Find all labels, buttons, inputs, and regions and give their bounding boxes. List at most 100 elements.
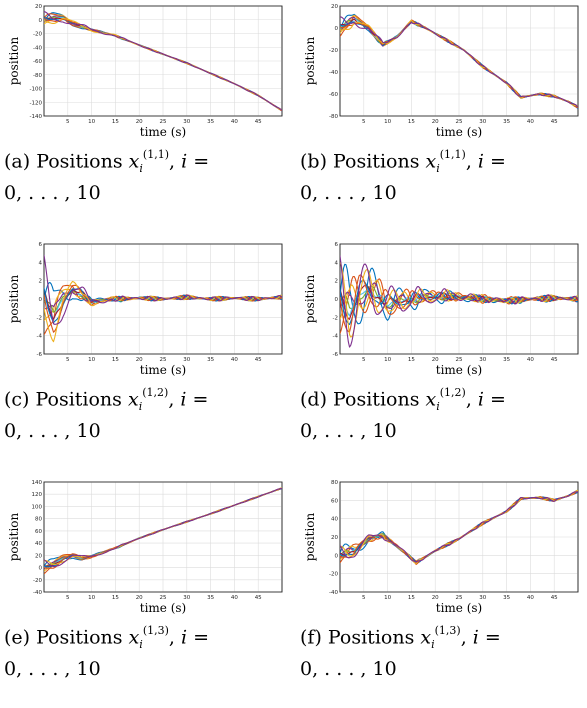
x-tick-label: 5 (362, 595, 366, 601)
x-tick-label: 20 (136, 119, 143, 125)
x-tick-label: 5 (362, 119, 366, 125)
series-group (340, 255, 578, 348)
x-tick-label: 20 (432, 119, 439, 125)
x-tick-label: 5 (66, 595, 70, 601)
y-tick-label: 40 (35, 541, 42, 547)
y-tick-label: 20 (331, 4, 338, 10)
y-tick-label: 0 (39, 566, 43, 572)
x-tick-label: 10 (88, 119, 95, 125)
y-tick-label: 60 (35, 529, 42, 535)
x-tick-label: 15 (112, 357, 119, 363)
caption-b-sub: i (436, 162, 440, 176)
caption-f-line2: 0, . . . , 10 (300, 658, 397, 681)
x-axis-label: time (s) (436, 601, 482, 615)
y-tick-label: 140 (32, 480, 43, 486)
x-tick-label: 35 (503, 119, 510, 125)
x-tick-label: 10 (88, 595, 95, 601)
chart-e: 5 10 15 20 25 30 35 40 45 140 120 100 80 60 40 20 0 -20 -4… (7, 480, 283, 615)
y-tick-label: -140 (30, 114, 43, 120)
panel-f: 5 10 15 20 25 30 35 40 45 80 60 40 20 0 -20 -40 time (s)… (300, 476, 582, 708)
x-tick-label: 30 (183, 595, 190, 601)
y-tick-label: 0 (39, 18, 43, 24)
axis-box (339, 481, 579, 593)
y-tick-label: -20 (33, 578, 42, 584)
y-axis-label: position (303, 512, 317, 561)
caption-b-sup: (1,1) (439, 148, 466, 161)
series-group (44, 254, 282, 343)
series-line-10 (44, 254, 282, 325)
x-tick-label: 5 (66, 357, 70, 363)
series-line-10 (340, 255, 578, 348)
x-tick-label: 35 (207, 119, 214, 125)
series-line-9 (340, 262, 578, 338)
y-tick-label: -20 (329, 572, 338, 578)
x-tick-label: 40 (231, 357, 238, 363)
caption-c-sup: (1,2) (142, 386, 169, 399)
x-tick-label: 35 (503, 595, 510, 601)
x-tick-label: 25 (160, 595, 167, 601)
x-tick-label: 25 (160, 357, 167, 363)
y-tick-label: 0 (39, 297, 43, 303)
x-tick-label: 25 (456, 357, 463, 363)
panel-c: 5 10 15 20 25 30 35 40 45 6 4 2 0 -2 -4 -6 time (s) posit… (4, 238, 286, 470)
y-axis-label: position (303, 36, 317, 85)
caption-e-line2: 0, . . . , 10 (4, 658, 101, 681)
y-axis-label: position (7, 274, 21, 323)
y-tick-label: 20 (35, 553, 42, 559)
caption-b-mid: , (465, 150, 478, 173)
x-tick-label: 10 (384, 357, 391, 363)
x-axis-label: time (s) (436, 363, 482, 377)
chart-b: 5 10 15 20 25 30 35 40 45 20 0 -20 -40 -60 -80 time (s)… (303, 4, 579, 139)
caption-c-mid: , (168, 388, 181, 411)
caption-c-eq: = (186, 388, 209, 411)
caption-f-prefix: (f) Positions (300, 626, 415, 649)
panel-d: 5 10 15 20 25 30 35 40 45 6 4 2 0 -2 -4 -6 time (s) posit… (300, 238, 582, 470)
y-tick-label: 6 (335, 242, 339, 248)
caption-f-eq: = (478, 626, 501, 649)
caption-a-idx: i (181, 150, 188, 173)
caption-f-var: x (420, 626, 432, 649)
y-tick-label: 0 (335, 26, 339, 32)
x-tick-label: 15 (112, 595, 119, 601)
caption-c-line2: 0, . . . , 10 (4, 420, 101, 443)
y-tick-label: 40 (331, 517, 338, 523)
caption-e-idx: i (181, 626, 188, 649)
x-tick-label: 45 (255, 119, 262, 125)
x-tick-label: 40 (231, 119, 238, 125)
y-tick-label: 2 (39, 279, 43, 285)
caption-b-idx: i (477, 150, 484, 173)
x-tick-label: 45 (551, 595, 558, 601)
caption-d-sub: i (436, 400, 440, 414)
x-tick-label: 40 (231, 595, 238, 601)
y-tick-label: -20 (33, 32, 42, 38)
y-tick-label: 2 (335, 279, 339, 285)
x-tick-label: 45 (551, 357, 558, 363)
caption-c-var: x (127, 388, 139, 411)
caption-f-idx: i (472, 626, 479, 649)
caption-f-mid: , (460, 626, 473, 649)
caption-e-eq: = (187, 626, 210, 649)
x-axis-label: time (s) (140, 125, 186, 139)
x-tick-label: 20 (432, 357, 439, 363)
x-tick-label: 40 (527, 119, 534, 125)
caption-b-var: x (425, 150, 437, 173)
y-tick-label: -120 (30, 100, 43, 106)
y-axis-label: position (303, 274, 317, 323)
x-tick-label: 25 (456, 119, 463, 125)
x-tick-label: 15 (408, 119, 415, 125)
series-line-10 (340, 491, 578, 563)
x-tick-label: 15 (112, 119, 119, 125)
caption-a-sup: (1,1) (142, 148, 169, 161)
caption-a-mid: , (169, 150, 182, 173)
y-tick-label: 80 (35, 517, 42, 523)
caption-d-mid: , (465, 388, 478, 411)
caption-c-sub: i (138, 400, 143, 414)
y-tick-label: -80 (329, 114, 338, 120)
x-tick-label: 10 (88, 357, 95, 363)
x-axis-label: time (s) (436, 125, 482, 139)
y-tick-label: 0 (335, 553, 339, 559)
y-tick-label: -4 (37, 334, 43, 340)
caption-d: (d) Positions xi(1,2), i = 0, . . . , 10 (300, 382, 582, 444)
caption-a: (a) Positions xi(1,1), i = 0, . . . , 10 (4, 144, 286, 206)
y-tick-label: 20 (35, 4, 42, 10)
